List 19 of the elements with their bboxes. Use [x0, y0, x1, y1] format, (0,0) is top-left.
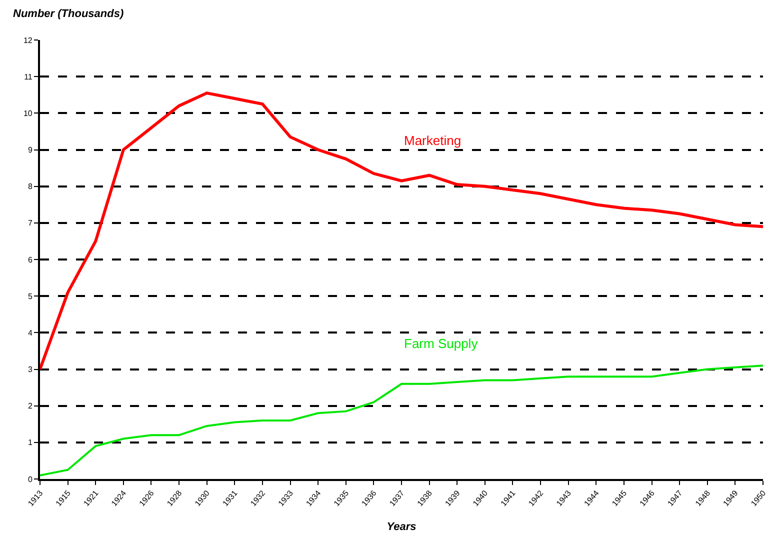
line-series — [40, 364, 763, 476]
y-tick-label: 5 — [28, 292, 33, 301]
y-tick-label: 11 — [24, 72, 33, 82]
y-tick-label: 2 — [28, 402, 33, 411]
y-axis-title: Number (Thousands) — [13, 8, 124, 20]
x-axis-title: Years — [386, 520, 416, 533]
y-tick-label: 4 — [28, 328, 33, 338]
y-tick-label: 1 — [28, 438, 33, 448]
line-series — [40, 92, 763, 371]
text: Farm Supply — [404, 336, 478, 351]
y-tick-label: 8 — [28, 182, 33, 192]
y-tick-label: 7 — [28, 218, 33, 228]
text: Marketing — [404, 133, 462, 148]
y-tick-label: 0 — [28, 474, 33, 484]
y-tick-label: 10 — [23, 108, 33, 118]
y-tick-label: 9 — [28, 146, 33, 155]
y-tick-label: 3 — [28, 365, 33, 374]
y-tick-label: 12 — [23, 36, 33, 45]
y-tick-label: 6 — [28, 255, 33, 264]
